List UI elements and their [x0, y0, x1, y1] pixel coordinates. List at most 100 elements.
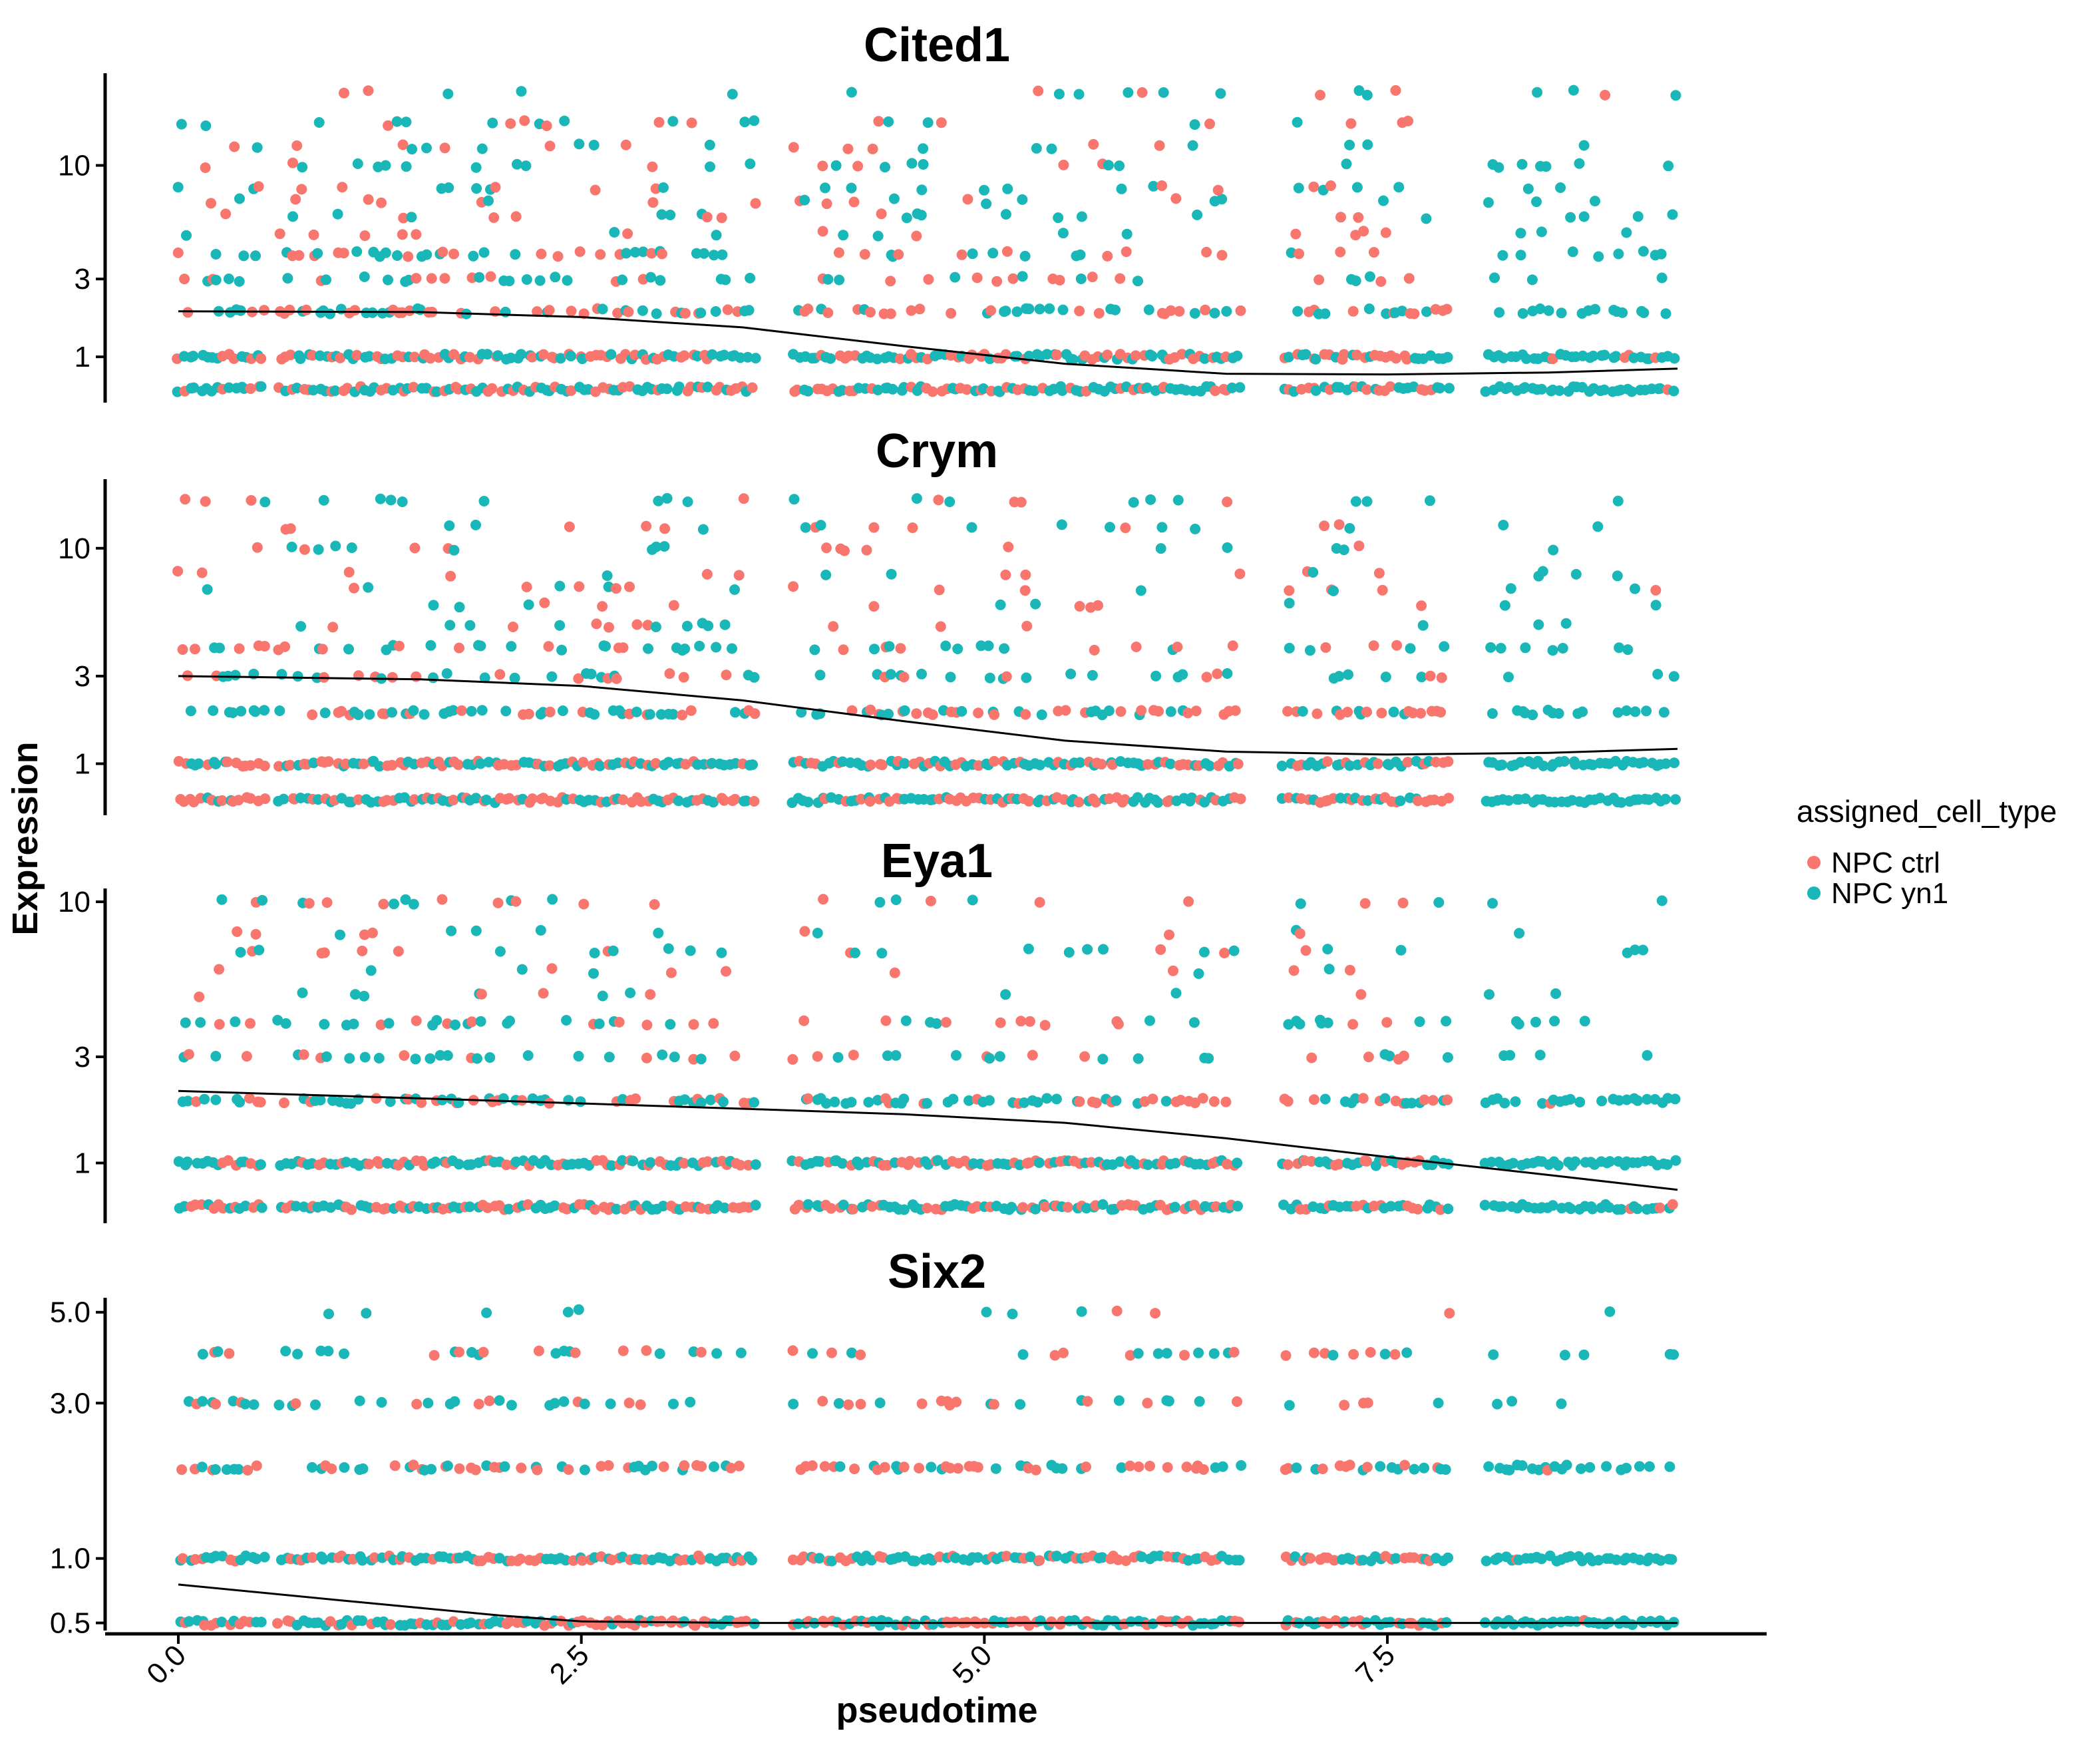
point-npc-yn1	[391, 116, 403, 127]
point-npc-yn1	[750, 1199, 761, 1211]
point-npc-yn1	[428, 600, 439, 611]
point-npc-yn1	[1338, 544, 1349, 556]
x-tick-label: 2.5	[544, 1639, 596, 1690]
point-npc-yn1	[297, 162, 308, 173]
point-npc-yn1	[421, 249, 433, 260]
point-npc-yn1	[650, 622, 661, 632]
point-npc-yn1	[1626, 386, 1638, 397]
point-npc-yn1	[1345, 1554, 1357, 1565]
point-npc-yn1	[195, 1017, 206, 1028]
point-npc-yn1	[1621, 1462, 1632, 1473]
point-npc-yn1	[1292, 305, 1304, 317]
point-npc-yn1	[363, 351, 375, 362]
point-npc-yn1	[788, 494, 800, 505]
point-npc-ctrl	[1142, 759, 1153, 770]
point-npc-yn1	[1023, 303, 1035, 315]
point-npc-ctrl	[1375, 276, 1387, 287]
point-npc-yn1	[430, 1156, 441, 1167]
point-npc-ctrl	[1082, 1396, 1093, 1407]
point-npc-yn1	[1668, 1349, 1679, 1360]
point-npc-ctrl	[898, 672, 910, 683]
point-npc-ctrl	[538, 988, 549, 999]
point-npc-yn1	[916, 210, 927, 221]
point-npc-ctrl	[284, 304, 295, 315]
point-npc-ctrl	[1020, 709, 1031, 720]
point-npc-yn1	[679, 1094, 691, 1105]
point-npc-yn1	[1570, 759, 1581, 770]
point-npc-yn1	[520, 160, 532, 172]
point-npc-yn1	[180, 1017, 191, 1028]
point-npc-yn1	[1291, 1462, 1302, 1473]
point-npc-ctrl	[409, 542, 421, 554]
point-npc-yn1	[549, 1398, 560, 1409]
point-npc-yn1	[240, 1398, 251, 1410]
point-npc-yn1	[470, 925, 482, 936]
point-npc-ctrl	[855, 1349, 866, 1360]
point-npc-ctrl	[194, 991, 205, 1002]
point-npc-yn1	[1057, 228, 1069, 239]
point-npc-yn1	[682, 496, 693, 507]
point-npc-yn1	[1574, 158, 1585, 169]
point-npc-ctrl	[516, 1095, 528, 1106]
point-npc-yn1	[838, 230, 849, 241]
point-npc-ctrl	[716, 212, 727, 224]
point-npc-yn1	[637, 246, 649, 258]
point-npc-ctrl	[510, 211, 522, 222]
point-npc-ctrl	[1081, 1461, 1091, 1473]
trend-line	[178, 310, 1678, 376]
point-npc-yn1	[1215, 88, 1226, 99]
point-npc-yn1	[478, 496, 490, 506]
point-npc-ctrl	[1350, 230, 1361, 241]
point-npc-yn1	[500, 705, 512, 717]
point-npc-ctrl	[818, 894, 829, 905]
point-npc-ctrl	[1306, 1156, 1317, 1167]
point-npc-ctrl	[336, 705, 347, 717]
point-npc-ctrl	[1113, 1018, 1124, 1030]
point-npc-ctrl	[387, 672, 398, 683]
point-npc-ctrl	[934, 584, 945, 596]
point-npc-yn1	[478, 247, 490, 258]
point-npc-yn1	[1075, 757, 1085, 768]
point-npc-yn1	[1513, 1018, 1524, 1030]
point-npc-yn1	[1121, 228, 1133, 240]
point-npc-yn1	[557, 705, 568, 716]
point-npc-yn1	[606, 349, 617, 360]
point-npc-ctrl	[308, 229, 319, 240]
panel-six2: Six2 0.5 1.0 3.0 5.0 0.0 2.5 5.0 7.5	[50, 1245, 1767, 1690]
point-npc-ctrl	[1130, 350, 1141, 361]
point-npc-yn1	[1339, 1616, 1351, 1627]
point-npc-ctrl	[695, 1346, 707, 1358]
point-npc-ctrl	[515, 1553, 526, 1565]
point-npc-yn1	[1025, 1551, 1036, 1563]
point-npc-yn1	[1357, 1555, 1369, 1566]
point-npc-yn1	[883, 708, 894, 719]
point-npc-yn1	[1017, 271, 1028, 282]
point-npc-yn1	[1323, 964, 1335, 975]
point-npc-yn1	[255, 1159, 266, 1170]
point-npc-ctrl	[220, 208, 232, 220]
point-npc-ctrl	[323, 756, 334, 767]
point-npc-ctrl	[1091, 1097, 1102, 1109]
point-npc-yn1	[407, 144, 418, 155]
point-npc-ctrl	[1381, 1017, 1393, 1028]
point-npc-ctrl	[353, 794, 364, 805]
point-npc-yn1	[916, 184, 928, 196]
point-npc-yn1	[385, 1096, 396, 1107]
y-tick-label: 3	[75, 1041, 90, 1073]
point-npc-yn1	[1385, 1201, 1397, 1212]
point-npc-yn1	[627, 1155, 639, 1167]
point-npc-yn1	[428, 672, 438, 683]
point-npc-ctrl	[1007, 273, 1019, 284]
point-npc-yn1	[1621, 227, 1632, 238]
point-npc-yn1	[498, 1093, 509, 1104]
point-npc-yn1	[1493, 162, 1504, 173]
point-npc-ctrl	[259, 760, 270, 771]
point-npc-yn1	[975, 640, 987, 652]
point-npc-ctrl	[1015, 1016, 1027, 1027]
point-npc-ctrl	[973, 707, 984, 719]
point-npc-yn1	[1549, 1016, 1560, 1027]
point-npc-yn1	[1584, 1461, 1596, 1473]
point-npc-yn1	[494, 946, 506, 957]
point-npc-ctrl	[1049, 1350, 1061, 1361]
